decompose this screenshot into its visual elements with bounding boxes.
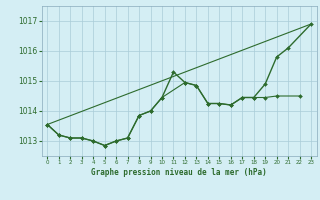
X-axis label: Graphe pression niveau de la mer (hPa): Graphe pression niveau de la mer (hPa) <box>91 168 267 177</box>
